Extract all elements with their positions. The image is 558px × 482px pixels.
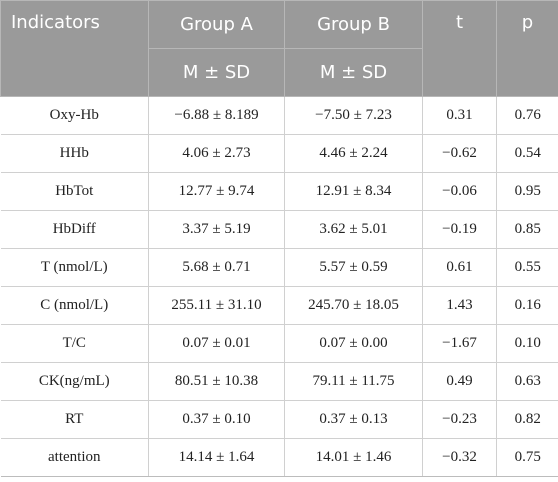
header-group-a: Group A [148, 0, 285, 49]
cell-t: 0.49 [422, 362, 497, 401]
cell-t: −1.67 [422, 324, 497, 363]
header-indicators: Indicators [0, 0, 149, 97]
cell-t: −0.19 [422, 210, 497, 249]
cell-indicator: Oxy-Hb [0, 96, 149, 135]
cell-p: 0.54 [496, 134, 558, 173]
cell-p: 0.10 [496, 324, 558, 363]
cell-group-b: 79.11 ± 11.75 [284, 362, 423, 401]
cell-group-a: 0.37 ± 0.10 [148, 400, 285, 439]
cell-indicator: HbDiff [0, 210, 149, 249]
header-group-b: Group B [284, 0, 423, 49]
cell-p: 0.75 [496, 438, 558, 477]
cell-group-a: 3.37 ± 5.19 [148, 210, 285, 249]
cell-p: 0.85 [496, 210, 558, 249]
table-header: Indicators Group A Group B t p M ± SD M … [0, 0, 558, 97]
cell-indicator: attention [0, 438, 149, 477]
header-row-sub: M ± SD M ± SD [1, 48, 558, 97]
cell-indicator: HHb [0, 134, 149, 173]
cell-group-b: 0.07 ± 0.00 [284, 324, 423, 363]
table-row: attention 14.14 ± 1.64 14.01 ± 1.46 −0.32 0.… [0, 438, 558, 477]
table-row: C (nmol/L) 255.11 ± 31.10 245.70 ± 18.05 1.… [0, 286, 558, 325]
header-t: t [422, 0, 497, 97]
cell-indicator: T (nmol/L) [0, 248, 149, 287]
cell-t: −0.32 [422, 438, 497, 477]
table-row: T (nmol/L) 5.68 ± 0.71 5.57 ± 0.59 0.61 0.55 [0, 248, 558, 287]
cell-t: 1.43 [422, 286, 497, 325]
cell-indicator: C (nmol/L) [0, 286, 149, 325]
cell-p: 0.76 [496, 96, 558, 135]
table-row: Oxy-Hb −6.88 ± 8.189 −7.50 ± 7.23 0.31 0.76 [0, 96, 558, 135]
cell-t: −0.62 [422, 134, 497, 173]
header-sub-group-b: M ± SD [284, 48, 423, 97]
cell-group-a: 255.11 ± 31.10 [148, 286, 285, 325]
cell-group-a: 14.14 ± 1.64 [148, 438, 285, 477]
table-row: RT 0.37 ± 0.10 0.37 ± 0.13 −0.23 0.82 [0, 400, 558, 439]
table-row: HbTot 12.77 ± 9.74 12.91 ± 8.34 −0.06 0.95 [0, 172, 558, 211]
cell-group-a: 0.07 ± 0.01 [148, 324, 285, 363]
cell-indicator: HbTot [0, 172, 149, 211]
cell-t: −0.06 [422, 172, 497, 211]
cell-p: 0.55 [496, 248, 558, 287]
table-row: HbDiff 3.37 ± 5.19 3.62 ± 5.01 −0.19 0.85 [0, 210, 558, 249]
table-row: T/C 0.07 ± 0.01 0.07 ± 0.00 −1.67 0.10 [0, 324, 558, 363]
cell-indicator: T/C [0, 324, 149, 363]
cell-p: 0.95 [496, 172, 558, 211]
cell-p: 0.82 [496, 400, 558, 439]
cell-group-b: −7.50 ± 7.23 [284, 96, 423, 135]
cell-group-b: 5.57 ± 0.59 [284, 248, 423, 287]
cell-group-a: −6.88 ± 8.189 [148, 96, 285, 135]
cell-group-a: 12.77 ± 9.74 [148, 172, 285, 211]
cell-t: 0.31 [422, 96, 497, 135]
cell-t: −0.23 [422, 400, 497, 439]
header-sub-group-a: M ± SD [148, 48, 285, 97]
cell-group-b: 245.70 ± 18.05 [284, 286, 423, 325]
cell-p: 0.63 [496, 362, 558, 401]
table-row: HHb 4.06 ± 2.73 4.46 ± 2.24 −0.62 0.54 [0, 134, 558, 173]
cell-group-a: 4.06 ± 2.73 [148, 134, 285, 173]
table-row: CK(ng/mL) 80.51 ± 10.38 79.11 ± 11.75 0.49 0… [0, 362, 558, 401]
cell-group-b: 3.62 ± 5.01 [284, 210, 423, 249]
header-row-main: Indicators Group A Group B t p [0, 0, 558, 97]
header-p: p [496, 0, 558, 97]
cell-indicator: CK(ng/mL) [0, 362, 149, 401]
table-body: Oxy-Hb −6.88 ± 8.189 −7.50 ± 7.23 0.31 0.76 H… [0, 96, 558, 477]
cell-group-b: 0.37 ± 0.13 [284, 400, 423, 439]
cell-indicator: RT [0, 400, 149, 439]
cell-group-b: 14.01 ± 1.46 [284, 438, 423, 477]
cell-t: 0.61 [422, 248, 497, 287]
cell-p: 0.16 [496, 286, 558, 325]
cell-group-b: 4.46 ± 2.24 [284, 134, 423, 173]
cell-group-a: 80.51 ± 10.38 [148, 362, 285, 401]
cell-group-b: 12.91 ± 8.34 [284, 172, 423, 211]
cell-group-a: 5.68 ± 0.71 [148, 248, 285, 287]
